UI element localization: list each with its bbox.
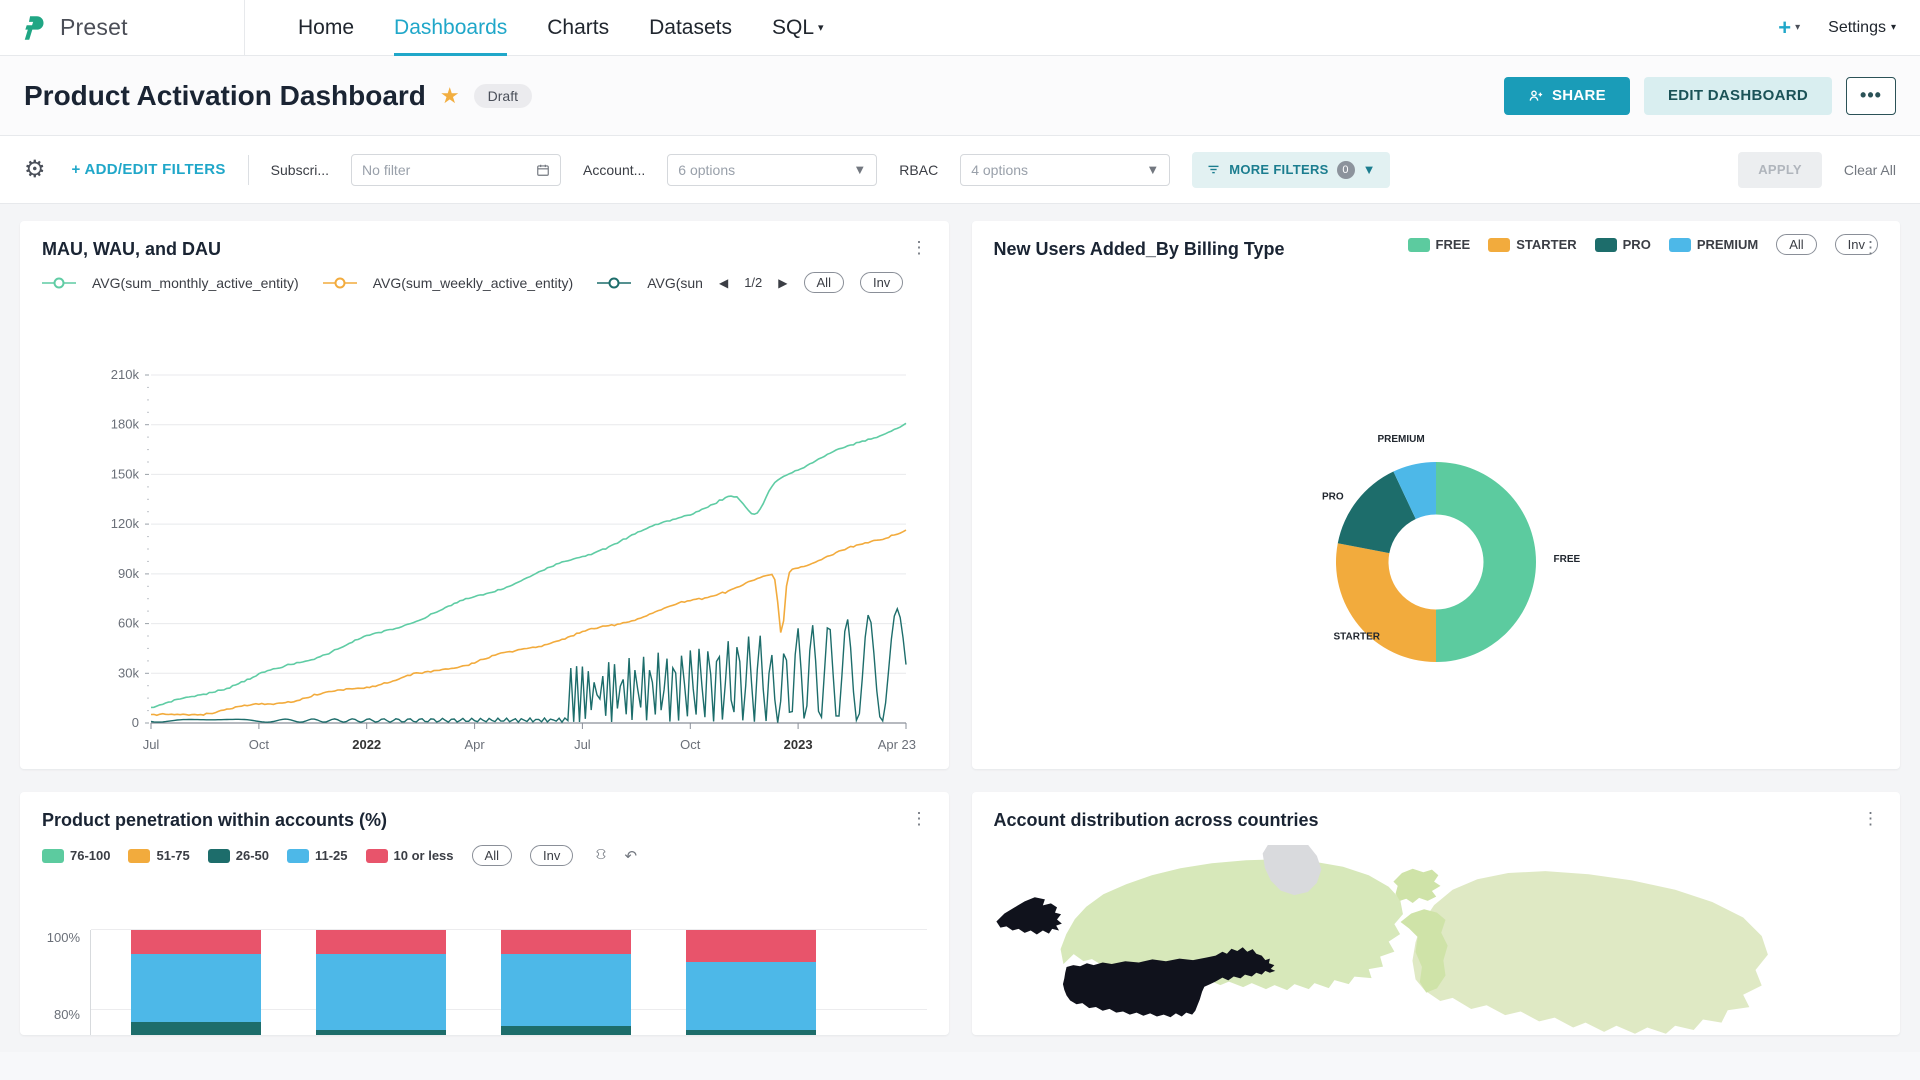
svg-text:Jul: Jul	[143, 737, 160, 752]
svg-text:PRO: PRO	[1322, 492, 1344, 503]
svg-text:180k: 180k	[111, 417, 140, 432]
svg-text:Jul: Jul	[574, 737, 591, 752]
svg-text:60k: 60k	[118, 616, 139, 631]
svg-text:STARTER: STARTER	[1333, 632, 1380, 643]
svg-text:120k: 120k	[111, 516, 140, 531]
svg-text:2022: 2022	[352, 737, 381, 752]
svg-text:30k: 30k	[118, 665, 139, 680]
svg-text:0: 0	[132, 715, 139, 730]
svg-text:150k: 150k	[111, 466, 140, 481]
svg-text:90k: 90k	[118, 566, 139, 581]
svg-text:PREMIUM: PREMIUM	[1377, 434, 1424, 445]
svg-text:210k: 210k	[111, 367, 140, 382]
svg-text:Apr 23: Apr 23	[878, 737, 916, 752]
svg-text:2023: 2023	[784, 737, 813, 752]
svg-text:Apr: Apr	[464, 737, 485, 752]
svg-text:Oct: Oct	[680, 737, 701, 752]
svg-text:FREE: FREE	[1553, 554, 1580, 565]
svg-text:Oct: Oct	[249, 737, 270, 752]
